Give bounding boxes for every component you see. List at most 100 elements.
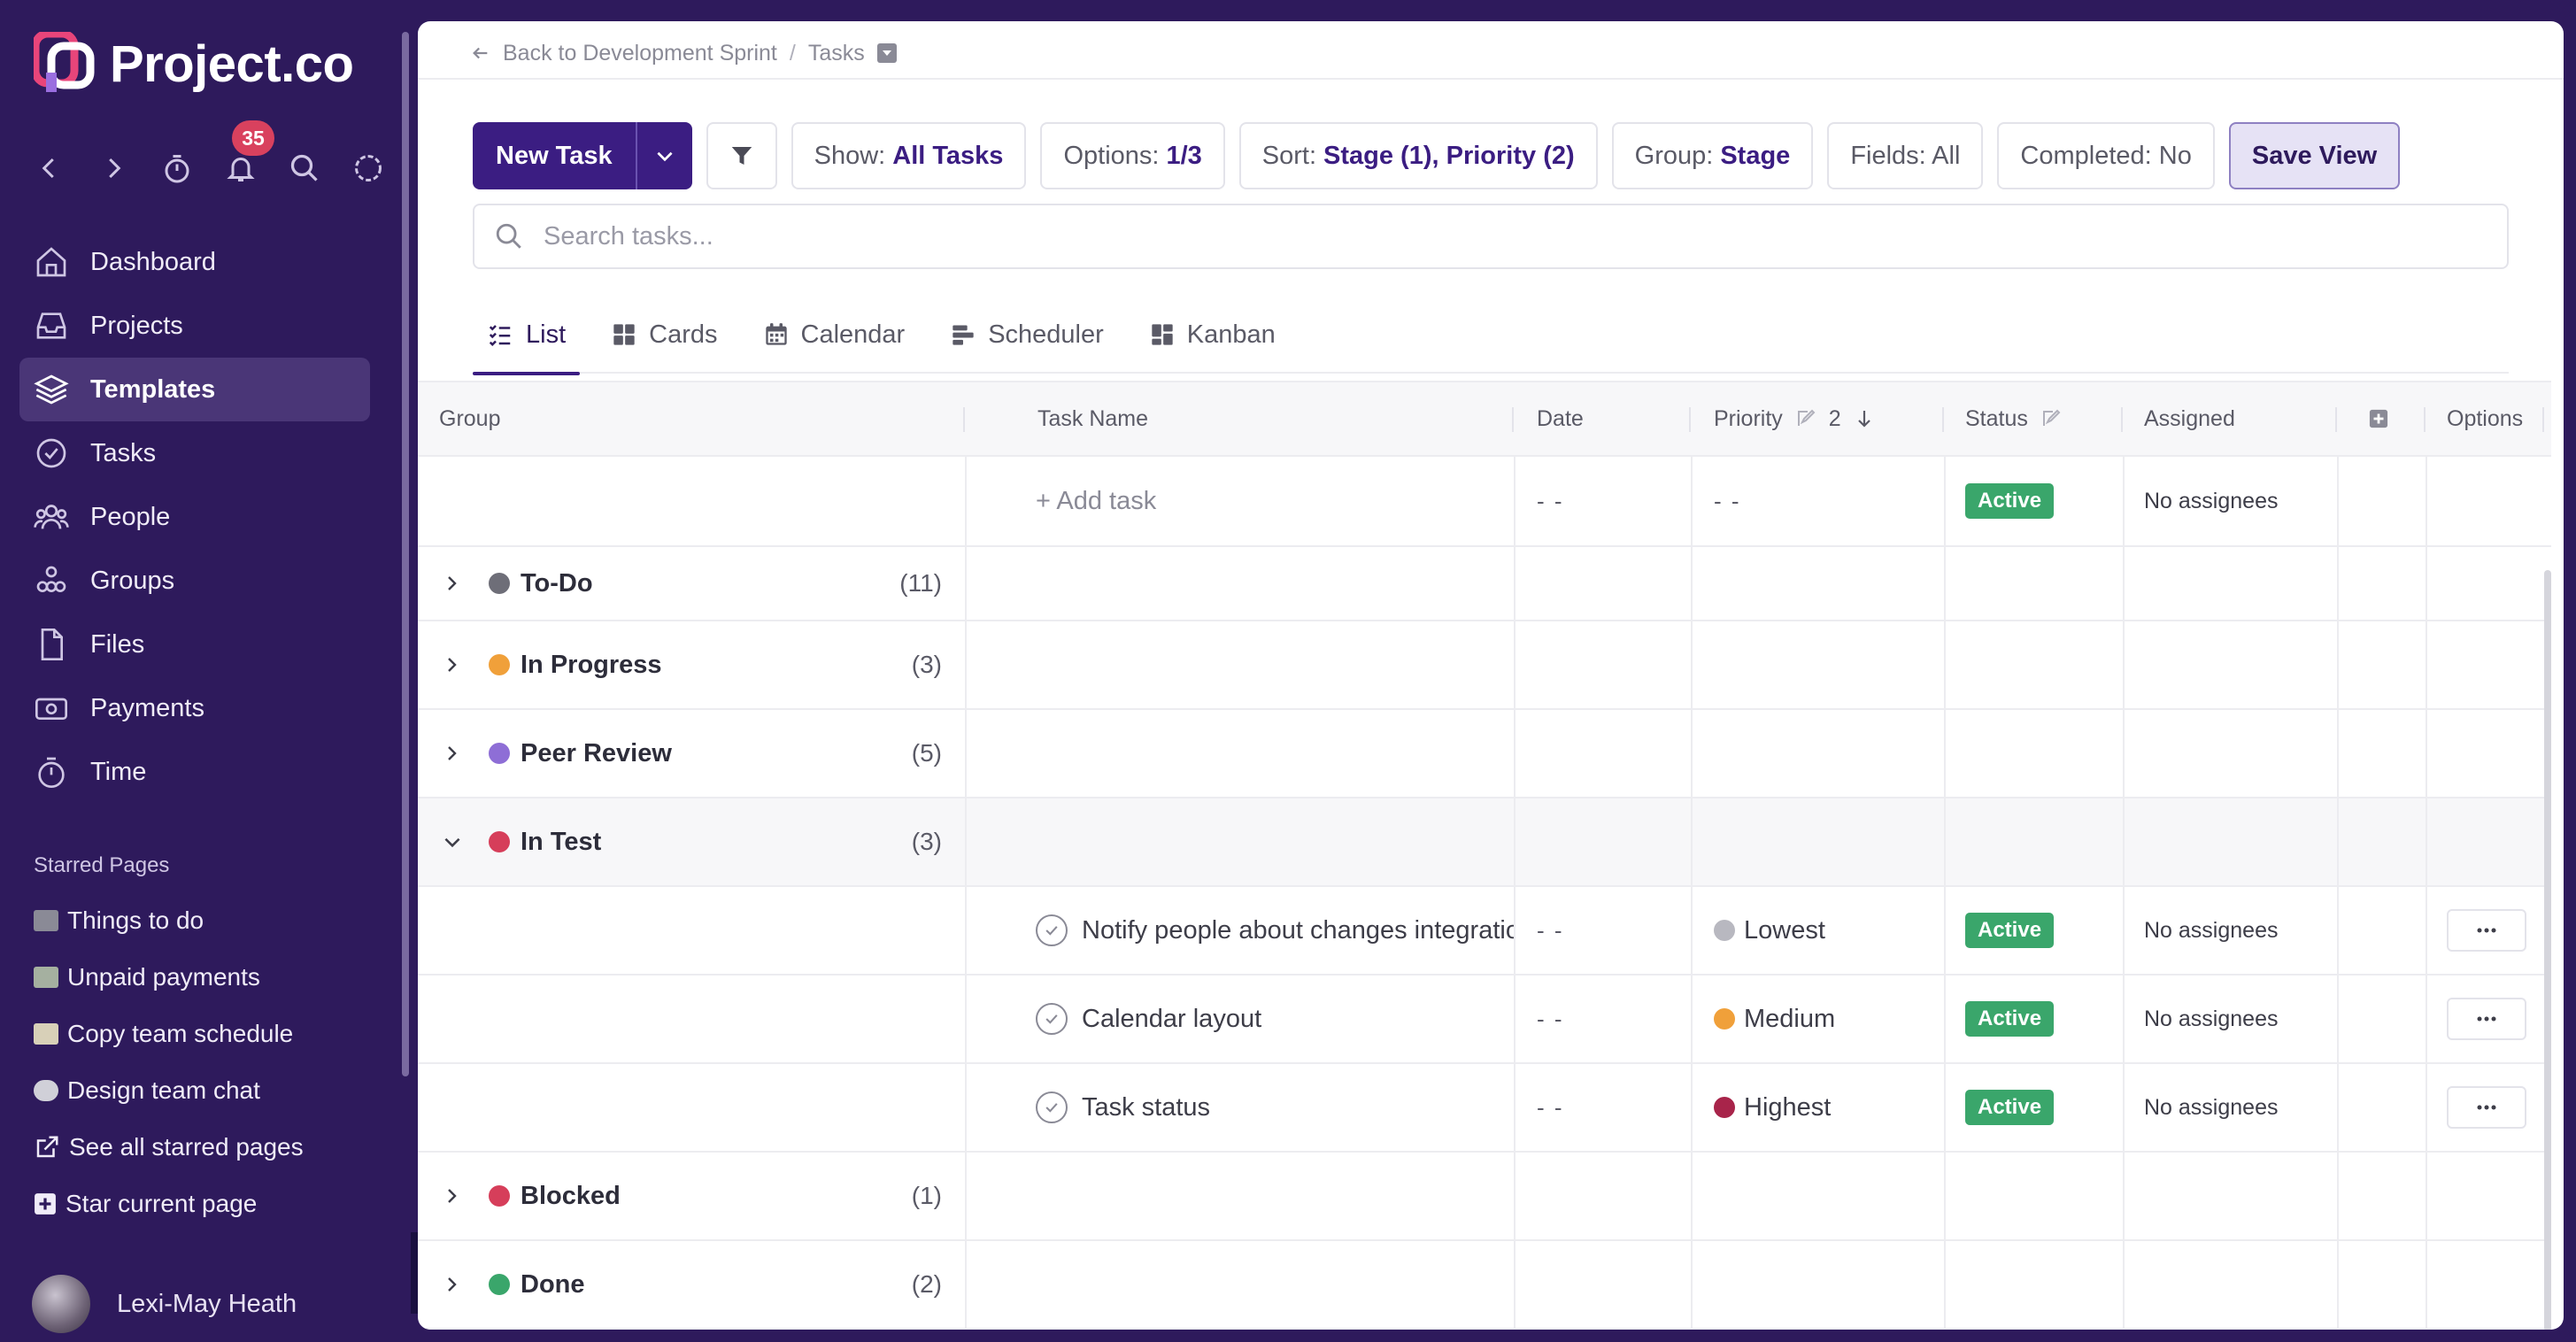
add-task-link[interactable]: + Add task [1036,486,1157,515]
starred-things-to-do[interactable]: Things to do [34,892,304,949]
complete-checkmark-icon[interactable] [1036,914,1068,946]
status-badge[interactable]: Active [1965,1090,2055,1125]
expand-chevron-right-icon[interactable] [441,710,462,797]
see-all-starred-pages[interactable]: See all starred pages [34,1119,304,1176]
starred-label: Copy team schedule [67,1020,294,1047]
assignees-value[interactable]: No assignees [2144,1094,2279,1120]
filter-button[interactable] [706,122,777,189]
task-row[interactable]: Notify people about changes integrations… [418,887,2551,976]
group-row-blocked[interactable]: Blocked (1) [418,1153,2551,1241]
starred-design-team-chat[interactable]: Design team chat [34,1062,304,1119]
collapse-chevron-down-icon[interactable] [441,798,464,885]
star-current-page[interactable]: Star current page [34,1176,304,1232]
payments-icon [35,698,67,720]
options-button[interactable]: Options: 1/3 [1040,122,1225,189]
task-name[interactable]: Notify people about changes integrations [1082,915,1514,945]
nav-projects[interactable]: Projects [19,294,370,358]
priority-value[interactable]: Lowest [1744,915,1825,945]
priority-value[interactable]: - - [1714,487,1741,514]
assignees-value[interactable]: No assignees [2144,917,2279,943]
tab-calendar[interactable]: Calendar [750,296,920,374]
nav-dashboard[interactable]: Dashboard [19,230,370,294]
date-value[interactable]: - - [1537,1093,1564,1121]
column-header-group[interactable]: Group [439,382,500,455]
expand-chevron-right-icon[interactable] [441,547,462,620]
expand-chevron-right-icon[interactable] [441,1153,462,1239]
group-row-in-test[interactable]: In Test (3) [418,798,2551,887]
assignees-value[interactable]: No assignees [2144,488,2279,513]
starred-copy-team-schedule[interactable]: Copy team schedule [34,1006,304,1062]
column-header-status[interactable]: Status [1965,382,2062,455]
nav-people[interactable]: People [19,485,370,549]
logo[interactable]: Project.co [31,29,354,96]
nav-files[interactable]: Files [19,613,370,676]
breadcrumb-dropdown-icon[interactable] [876,43,897,63]
timer-icon[interactable] [159,150,195,186]
column-divider [963,407,965,432]
date-value[interactable]: - - [1537,487,1564,514]
nav-groups[interactable]: Groups [19,549,370,613]
status-badge[interactable]: Active [1965,483,2055,519]
assignees-value[interactable]: No assignees [2144,1006,2279,1031]
user-profile[interactable]: Lexi-May Heath [32,1275,297,1333]
starred-unpaid-payments[interactable]: Unpaid payments [34,949,304,1006]
completed-button[interactable]: Completed: No [1997,122,2215,189]
group-row-done[interactable]: Done (2) [418,1241,2551,1330]
spinner-icon[interactable] [351,150,386,186]
priority-value[interactable]: Highest [1744,1092,1832,1122]
back-arrow-icon[interactable] [32,150,67,186]
expand-chevron-right-icon[interactable] [441,621,462,708]
task-options-button[interactable] [2447,998,2526,1040]
sidebar-scrollbar[interactable] [402,32,409,1076]
group-row-in-progress[interactable]: In Progress (3) [418,621,2551,710]
new-task-dropdown-button[interactable] [635,122,692,189]
starred-label: Unpaid payments [67,963,260,991]
tab-list[interactable]: List [473,296,581,375]
add-column-button[interactable] [2369,382,2388,455]
status-badge[interactable]: Active [1965,913,2055,948]
nav-tasks[interactable]: Tasks [19,421,370,485]
task-name[interactable]: Task status [1082,1092,1211,1122]
tab-kanban[interactable]: Kanban [1136,296,1290,374]
search-icon[interactable] [287,150,322,186]
expand-chevron-right-icon[interactable] [441,1241,462,1328]
task-name[interactable]: Calendar layout [1082,1004,1262,1033]
date-value[interactable]: - - [1537,1005,1564,1032]
edit-icon[interactable] [2040,408,2062,429]
nav-time[interactable]: Time [19,740,370,804]
notifications-bell-icon[interactable]: 35 [223,120,274,186]
nav-templates[interactable]: Templates [19,358,370,421]
task-row[interactable]: Calendar layout - - Medium Active No ass… [418,976,2551,1064]
tab-scheduler[interactable]: Scheduler [937,296,1118,374]
priority-value[interactable]: Medium [1744,1004,1836,1033]
search-input[interactable] [544,221,2402,251]
complete-checkmark-icon[interactable] [1036,1091,1068,1123]
task-row[interactable]: Task status - - Highest Active No assign… [418,1064,2551,1153]
group-row-to-do[interactable]: To-Do (11) [418,547,2551,621]
tab-cards[interactable]: Cards [598,296,731,374]
search-icon [496,223,521,249]
table-scrollbar[interactable] [2544,570,2551,1330]
group-row-peer-review[interactable]: Peer Review (5) [418,710,2551,798]
save-view-button[interactable]: Save View [2228,122,2401,189]
fields-button[interactable]: Fields: All [1827,122,1984,189]
task-options-button[interactable] [2447,909,2526,952]
date-value[interactable]: - - [1537,916,1564,944]
column-header-task-name[interactable]: Task Name [1037,382,1148,455]
breadcrumb-back-link[interactable]: Back to Development Sprint [503,40,777,66]
show-filter-button[interactable]: Show: All Tasks [791,122,1027,189]
new-task-button[interactable]: New Task [496,141,613,170]
forward-arrow-icon[interactable] [96,150,131,186]
edit-icon[interactable] [1795,408,1816,429]
complete-checkmark-icon[interactable] [1036,1003,1068,1035]
column-header-date[interactable]: Date [1537,382,1584,455]
column-header-assigned[interactable]: Assigned [2144,382,2235,455]
nav-payments[interactable]: Payments [19,676,370,740]
sort-button[interactable]: Sort: Stage (1), Priority (2) [1238,122,1598,189]
task-options-button[interactable] [2447,1086,2526,1129]
arrow-down-icon[interactable] [1854,408,1875,429]
status-badge[interactable]: Active [1965,1001,2055,1037]
options-label: Options: [1063,141,1160,170]
group-button[interactable]: Group: Stage [1611,122,1814,189]
column-header-priority[interactable]: Priority 2 [1714,382,1875,455]
